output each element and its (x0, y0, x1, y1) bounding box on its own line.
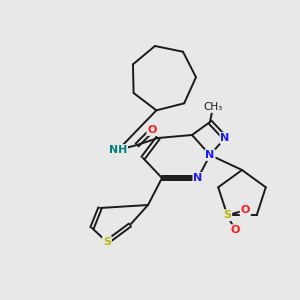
Text: CH₃: CH₃ (203, 102, 223, 112)
Text: N: N (220, 133, 230, 143)
Text: O: O (231, 225, 240, 235)
Text: N: N (194, 173, 202, 183)
Text: N: N (206, 150, 214, 160)
Text: S: S (223, 210, 231, 220)
Text: O: O (241, 205, 250, 215)
Text: S: S (103, 237, 111, 247)
Text: O: O (147, 125, 157, 135)
Text: NH: NH (109, 145, 127, 155)
